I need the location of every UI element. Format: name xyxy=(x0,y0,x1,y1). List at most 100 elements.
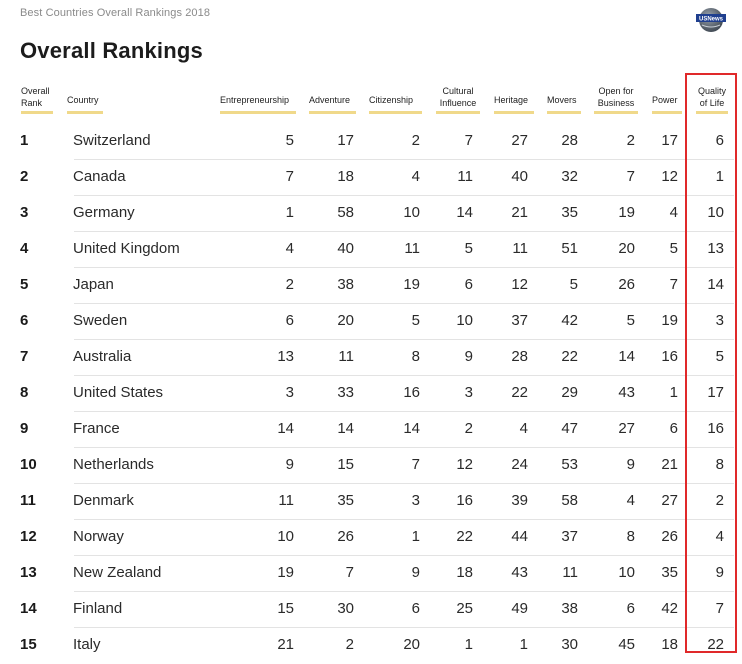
usnews-logo[interactable]: USNews xyxy=(695,5,727,33)
movers-cell: 47 xyxy=(561,420,578,437)
country-cell[interactable]: Netherlands xyxy=(73,456,154,473)
adventure-cell: 17 xyxy=(337,132,354,149)
rank-cell: 9 xyxy=(20,420,29,437)
adventure-cell: 20 xyxy=(337,312,354,329)
heritage-cell: 40 xyxy=(511,168,528,185)
entrepreneurship-cell: 5 xyxy=(285,132,294,149)
rank-cell: 8 xyxy=(20,384,29,401)
open-for-business-cell: 4 xyxy=(626,492,635,509)
country-cell[interactable]: Sweden xyxy=(73,312,128,329)
header-label-line: of Life xyxy=(699,98,725,108)
power-cell: 42 xyxy=(661,600,678,617)
header-heritage[interactable]: Heritage xyxy=(494,94,534,114)
header-label-line: Adventure xyxy=(309,95,351,105)
table-row[interactable]: 1 Switzerland 5 17 2 7 27 28 2 17 6 xyxy=(20,123,734,159)
rank-cell: 4 xyxy=(20,240,29,257)
heritage-cell: 28 xyxy=(511,348,528,365)
table-row[interactable]: 4 United Kingdom 4 40 11 5 11 51 20 5 13 xyxy=(20,231,734,267)
header-entrepreneurship[interactable]: Entrepreneurship xyxy=(220,94,296,114)
adventure-cell: 30 xyxy=(337,600,354,617)
adventure-cell: 35 xyxy=(337,492,354,509)
open-for-business-cell: 9 xyxy=(626,456,635,473)
header-power[interactable]: Power xyxy=(652,94,682,114)
power-cell: 19 xyxy=(661,312,678,329)
citizenship-cell: 16 xyxy=(403,384,420,401)
entrepreneurship-cell: 6 xyxy=(285,312,294,329)
header-label-line: Entrepreneurship xyxy=(220,95,290,105)
country-cell[interactable]: Germany xyxy=(73,204,135,221)
header-rank[interactable]: Overall Rank xyxy=(21,85,53,114)
table-row[interactable]: 2 Canada 7 18 4 11 40 32 7 12 1 xyxy=(20,159,734,195)
header-underline xyxy=(547,111,581,114)
header-movers[interactable]: Movers xyxy=(547,94,581,114)
table-row[interactable]: 13 New Zealand 19 7 9 18 43 11 10 35 9 xyxy=(20,555,734,591)
country-cell[interactable]: Australia xyxy=(73,348,132,365)
header-label-line: Heritage xyxy=(494,95,529,105)
header-underline xyxy=(369,111,422,114)
table-row[interactable]: 11 Denmark 11 35 3 16 39 58 4 27 2 xyxy=(20,483,734,519)
movers-cell: 28 xyxy=(561,132,578,149)
table-row[interactable]: 10 Netherlands 9 15 7 12 24 53 9 21 8 xyxy=(20,447,734,483)
header-open-for-business[interactable]: Open for Business xyxy=(594,85,638,114)
header-underline xyxy=(67,111,103,114)
power-cell: 16 xyxy=(661,348,678,365)
header-adventure[interactable]: Adventure xyxy=(309,94,356,114)
power-cell: 18 xyxy=(661,636,678,653)
country-cell[interactable]: New Zealand xyxy=(73,564,162,581)
country-cell[interactable]: United States xyxy=(73,384,164,401)
heritage-cell: 37 xyxy=(511,312,528,329)
table-row[interactable]: 8 United States 3 33 16 3 22 29 43 1 17 xyxy=(20,375,734,411)
row-separator xyxy=(74,555,734,556)
heritage-cell: 1 xyxy=(519,636,528,653)
adventure-cell: 2 xyxy=(345,636,354,653)
open-for-business-cell: 45 xyxy=(618,636,635,653)
power-cell: 35 xyxy=(661,564,678,581)
open-for-business-cell: 5 xyxy=(626,312,635,329)
table-row[interactable]: 3 Germany 1 58 10 14 21 35 19 4 10 xyxy=(20,195,734,231)
country-cell[interactable]: Switzerland xyxy=(73,132,151,149)
table-row[interactable]: 15 Italy 21 2 20 1 1 30 45 18 22 xyxy=(20,627,734,663)
open-for-business-cell: 2 xyxy=(626,132,635,149)
row-separator xyxy=(74,159,734,160)
row-separator xyxy=(74,231,734,232)
country-cell[interactable]: United Kingdom xyxy=(73,240,180,257)
table-row[interactable]: 14 Finland 15 30 6 25 49 38 6 42 7 xyxy=(20,591,734,627)
table-row[interactable]: 12 Norway 10 26 1 22 44 37 8 26 4 xyxy=(20,519,734,555)
heritage-cell: 12 xyxy=(511,276,528,293)
entrepreneurship-cell: 7 xyxy=(285,168,294,185)
table-row[interactable]: 5 Japan 2 38 19 6 12 5 26 7 14 xyxy=(20,267,734,303)
power-cell: 4 xyxy=(669,204,678,221)
header-underline xyxy=(309,111,356,114)
quality-of-life-cell: 3 xyxy=(715,312,724,329)
header-citizenship[interactable]: Citizenship xyxy=(369,94,422,114)
header-quality-of-life[interactable]: Quality of Life xyxy=(696,85,728,114)
heritage-cell: 21 xyxy=(511,204,528,221)
country-cell[interactable]: Finland xyxy=(73,600,123,617)
header-cultural-influence[interactable]: Cultural Influence xyxy=(436,85,480,114)
rank-cell: 5 xyxy=(20,276,29,293)
header-underline xyxy=(494,111,534,114)
country-cell[interactable]: Italy xyxy=(73,636,101,653)
table-row[interactable]: 9 France 14 14 14 2 4 47 27 6 16 xyxy=(20,411,734,447)
header-underline xyxy=(220,111,296,114)
open-for-business-cell: 14 xyxy=(618,348,635,365)
source-label: Best Countries Overall Rankings 2018 xyxy=(20,7,211,19)
rank-cell: 15 xyxy=(20,636,37,653)
country-cell[interactable]: Norway xyxy=(73,528,124,545)
rank-cell: 13 xyxy=(20,564,37,581)
rank-cell: 12 xyxy=(20,528,37,545)
header-country[interactable]: Country xyxy=(67,94,103,114)
country-cell[interactable]: France xyxy=(73,420,120,437)
quality-of-life-cell: 13 xyxy=(707,240,724,257)
table-row[interactable]: 6 Sweden 6 20 5 10 37 42 5 19 3 xyxy=(20,303,734,339)
citizenship-cell: 4 xyxy=(411,168,420,185)
country-cell[interactable]: Japan xyxy=(73,276,114,293)
table-row[interactable]: 7 Australia 13 11 8 9 28 22 14 16 5 xyxy=(20,339,734,375)
entrepreneurship-cell: 15 xyxy=(277,600,294,617)
adventure-cell: 40 xyxy=(337,240,354,257)
heritage-cell: 24 xyxy=(511,456,528,473)
country-cell[interactable]: Canada xyxy=(73,168,126,185)
row-separator xyxy=(74,519,734,520)
country-cell[interactable]: Denmark xyxy=(73,492,134,509)
movers-cell: 5 xyxy=(569,276,578,293)
